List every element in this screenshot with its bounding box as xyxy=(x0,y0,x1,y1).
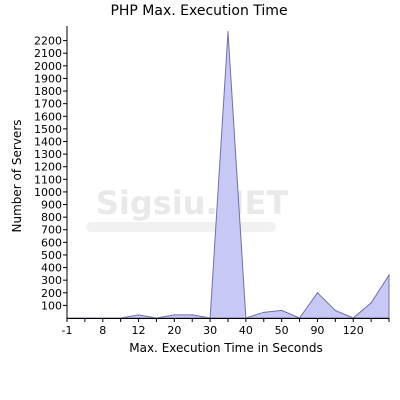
y-tick-label: 1200 xyxy=(34,161,62,174)
data-point xyxy=(334,309,336,312)
y-tick-label: 1500 xyxy=(34,123,62,136)
y-tick-label: 1400 xyxy=(34,135,62,148)
y-tick-label: 500 xyxy=(41,249,62,262)
y-tick-label: 600 xyxy=(41,236,62,249)
x-tick-label: 40 xyxy=(239,324,253,337)
chart-title: PHP Max. Execution Time xyxy=(110,3,287,19)
y-tick-label: 700 xyxy=(41,224,62,237)
y-tick-label: 1600 xyxy=(34,110,62,123)
x-tick-label: 30 xyxy=(203,324,217,337)
watermark: Sigsiu.NET xyxy=(86,184,288,232)
x-tick-label: 50 xyxy=(275,324,289,337)
y-tick-label: 900 xyxy=(41,199,62,212)
series-area xyxy=(67,31,390,319)
y-tick-label: 100 xyxy=(41,299,62,312)
y-tick-label: 800 xyxy=(41,211,62,224)
y-axis-label: Number of Servers xyxy=(10,119,24,232)
data-point xyxy=(370,302,372,304)
y-tick-label: 2000 xyxy=(34,60,62,73)
y-tick-label: 2100 xyxy=(34,47,62,60)
y-tick-label: 1900 xyxy=(34,72,62,85)
y-tick-label: 1800 xyxy=(34,85,62,98)
x-tick-label: -1 xyxy=(62,324,73,337)
watermark-text: Sigsiu.NET xyxy=(96,184,289,222)
x-tick-label: 12 xyxy=(132,324,146,337)
y-tick-label: 1700 xyxy=(34,98,62,111)
area-layer xyxy=(66,31,390,319)
x-tick-label: 8 xyxy=(99,324,106,337)
y-tick-label: 400 xyxy=(41,262,62,275)
y-ticks: 1002003004005006007008009001000110012001… xyxy=(34,35,67,312)
data-point xyxy=(281,309,283,312)
x-tick-label: 20 xyxy=(167,324,181,337)
x-tick-label: 120 xyxy=(343,324,364,337)
watermark-underline xyxy=(86,222,276,232)
y-tick-label: 200 xyxy=(41,287,62,300)
data-point xyxy=(173,314,175,316)
x-tick-label: 90 xyxy=(310,324,324,337)
data-point xyxy=(191,314,193,316)
x-ticks: -1 8 12 20 30 40 50 90 120 xyxy=(62,318,390,337)
y-tick-label: 1300 xyxy=(34,148,62,161)
data-point xyxy=(227,31,229,33)
data-point xyxy=(137,314,140,316)
data-point xyxy=(388,274,390,276)
x-axis-label: Max. Execution Time in Seconds xyxy=(129,341,323,355)
data-point xyxy=(316,292,319,294)
y-tick-label: 2200 xyxy=(34,35,62,48)
y-tick-label: 300 xyxy=(41,274,62,287)
y-tick-label: 1100 xyxy=(34,173,62,186)
y-tick-label: 1000 xyxy=(34,186,62,199)
data-point xyxy=(263,311,265,313)
